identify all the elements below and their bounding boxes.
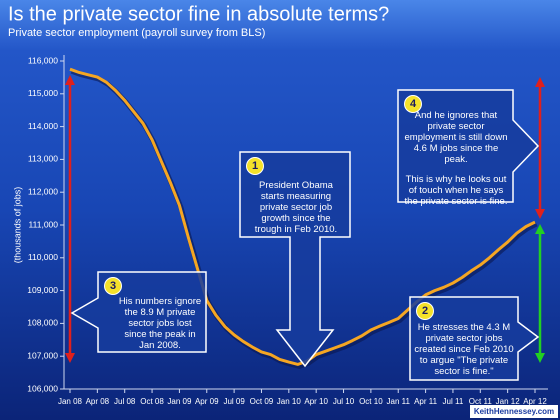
x-tick-label: Oct 09 <box>250 397 274 406</box>
callout-number: 1 <box>246 157 264 175</box>
x-tick-label: Jul 08 <box>114 397 136 406</box>
callout-paragraph: His numbers ignore the 8.9 M private sec… <box>118 296 202 351</box>
source: KeithHennessey.com <box>474 407 554 416</box>
callout-text: His numbers ignore the 8.9 M private sec… <box>118 296 202 360</box>
callout <box>409 296 540 381</box>
x-tick-label: Jul 11 <box>443 397 464 406</box>
callout-number: 4 <box>404 95 422 113</box>
y-tick-label: 106,000 <box>27 383 58 393</box>
x-tick-label: Apr 08 <box>86 397 110 406</box>
y-tick-label: 109,000 <box>27 285 58 295</box>
x-tick-label: Oct 10 <box>359 397 383 406</box>
y-tick-label: 111,000 <box>29 219 59 229</box>
x-tick-label: Jan 11 <box>387 397 411 406</box>
source-box <box>470 405 558 418</box>
y-tick-label: 113,000 <box>28 154 58 164</box>
y-tick-label: 108,000 <box>27 318 58 328</box>
x-tick-label: Jan 12 <box>496 397 521 406</box>
y-tick-label: 112,000 <box>28 186 58 196</box>
x-tick-label: Oct 08 <box>140 397 164 406</box>
x-tick-label: Apr 11 <box>414 397 438 406</box>
y-tick-label: 107,000 <box>27 350 58 360</box>
callout-number: 2 <box>416 302 434 320</box>
callout-number: 3 <box>104 277 122 295</box>
x-tick-label: Jul 10 <box>333 397 355 406</box>
x-tick-label: Apr 12 <box>523 397 547 406</box>
callout <box>239 151 351 368</box>
callout-paragraph: And he ignores that private sector emplo… <box>404 110 508 165</box>
y-axis-label: (thousands of jobs) <box>12 187 22 264</box>
y-tick-label: 115,000 <box>28 88 58 98</box>
y-tick-label: 116,000 <box>28 55 58 65</box>
x-tick-label: Oct 11 <box>469 397 493 406</box>
x-tick-label: Jan 09 <box>167 397 192 406</box>
x-tick-label: Jan 10 <box>277 397 302 406</box>
callout <box>397 89 540 203</box>
callout-paragraph: President Obama starts measuring private… <box>254 180 338 235</box>
x-tick-label: Apr 10 <box>304 397 328 406</box>
y-tick-label: 114,000 <box>28 121 58 131</box>
x-tick-label: Apr 09 <box>195 397 219 406</box>
callout-paragraph: He stresses the 4.3 M private sector job… <box>414 322 514 377</box>
x-tick-label: Jul 09 <box>223 397 245 406</box>
callout-text: And he ignores that private sector emplo… <box>402 110 510 216</box>
callout-text: He stresses the 4.3 M private sector job… <box>414 322 514 386</box>
chart-subtitle: Private sector employment (payroll surve… <box>8 27 265 39</box>
x-tick-label: Jan 08 <box>58 397 83 406</box>
callout-paragraph: This is why he looks out of touch when h… <box>404 174 508 207</box>
y-tick-label: 110,000 <box>28 252 58 262</box>
callout-text: President Obama starts measuring private… <box>250 180 342 244</box>
chart-title: Is the private sector fine in absolute t… <box>8 3 389 25</box>
